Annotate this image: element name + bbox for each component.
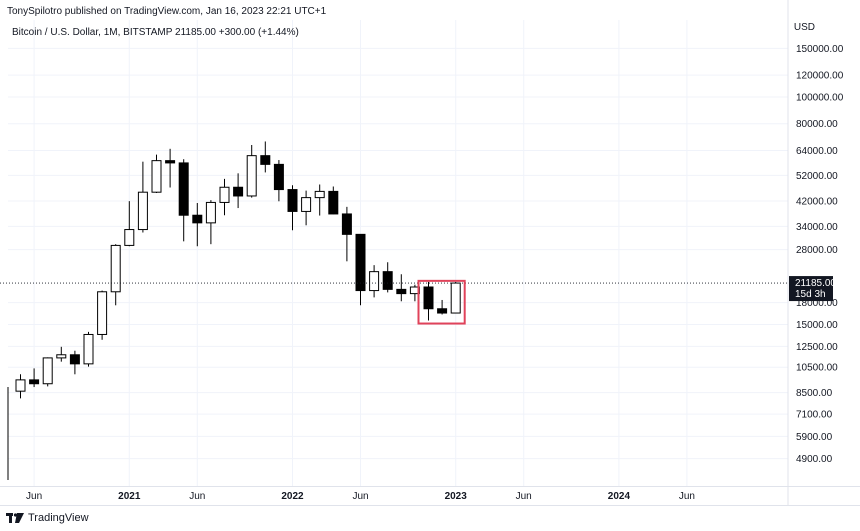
y-tick-label: 34000.00 xyxy=(796,222,838,233)
y-tick-label: 4900.00 xyxy=(796,454,833,465)
x-tick-label: Jun xyxy=(679,491,695,502)
candle-body xyxy=(260,155,271,165)
y-tick-label: 150000.00 xyxy=(796,44,844,55)
candle-body xyxy=(341,213,352,235)
candle-body xyxy=(437,308,448,314)
candle-body xyxy=(233,186,244,197)
candle-body xyxy=(29,379,40,385)
y-tick-label: 18000.00 xyxy=(796,298,838,309)
candle-body xyxy=(15,379,26,392)
y-tick-label: 64000.00 xyxy=(796,146,838,157)
candle-body xyxy=(97,291,108,335)
candle-body xyxy=(192,214,203,224)
y-tick-label: 52000.00 xyxy=(796,171,838,182)
y-tick-label: 120000.00 xyxy=(796,71,844,82)
chart-axes: 150000.00 120000.00 100000.00 80000.00 64000… xyxy=(0,0,860,506)
candle-body xyxy=(450,282,461,314)
candle-body xyxy=(423,286,434,310)
y-tick-label: 12500.00 xyxy=(796,342,838,353)
x-tick-label: Jun xyxy=(189,491,205,502)
candle-body xyxy=(69,354,80,365)
x-tick-label: Jun xyxy=(352,491,368,502)
current-price-countdown: 15d 3h xyxy=(795,289,826,300)
candle-body xyxy=(151,160,162,193)
publisher-line: TonySpilotro published on TradingView.co… xyxy=(7,6,327,17)
y-tick-label: 28000.00 xyxy=(796,245,838,256)
y-tick-label: 8500.00 xyxy=(796,388,833,399)
y-tick-label: 42000.00 xyxy=(796,196,838,207)
highlight-box xyxy=(417,279,466,325)
footer: TradingView xyxy=(6,512,89,524)
candle-body xyxy=(382,271,393,290)
x-tick-label: Jun xyxy=(26,491,42,502)
y-tick-label: 100000.00 xyxy=(796,92,844,103)
candle-body xyxy=(165,160,176,164)
y-tick-label: 7100.00 xyxy=(796,410,833,421)
x-tick-label: 2021 xyxy=(118,491,141,502)
symbol-legend: Bitcoin / U.S. Dollar, 1M, BITSTAMP 2118… xyxy=(12,27,299,38)
candle-body xyxy=(287,189,298,212)
candle-body xyxy=(369,271,380,292)
current-price-tag xyxy=(789,276,833,302)
tradingview-logo-icon xyxy=(6,513,24,523)
candle-body xyxy=(355,233,366,292)
candle-body xyxy=(56,354,67,359)
y-tick-label: 10500.00 xyxy=(796,363,838,374)
y-tick-label: 5900.00 xyxy=(796,432,833,443)
candle-body xyxy=(328,190,339,215)
currency-label: USD xyxy=(793,22,815,33)
chart-grid xyxy=(8,20,788,486)
candle-body xyxy=(83,333,94,365)
x-tick-label: 2024 xyxy=(608,491,631,502)
x-tick-label: 2022 xyxy=(281,491,304,502)
candle-body xyxy=(205,201,216,224)
candle-body xyxy=(396,288,407,295)
footer-brand: TradingView xyxy=(28,512,89,524)
candle-body xyxy=(301,197,312,212)
candle-body xyxy=(314,190,325,199)
candle-body xyxy=(42,357,53,385)
candle-body xyxy=(124,229,135,246)
candle-body xyxy=(178,162,189,216)
x-tick-label: 2023 xyxy=(445,491,468,502)
candle-body xyxy=(246,155,257,197)
candle-body xyxy=(273,163,284,191)
x-tick-label: Jun xyxy=(516,491,532,502)
current-price-value: 21185.00 xyxy=(795,278,836,289)
candle-body xyxy=(110,244,121,293)
y-tick-label: 15000.00 xyxy=(796,320,838,331)
candle-body xyxy=(219,186,230,203)
candle-body xyxy=(137,191,148,231)
candles xyxy=(7,141,461,481)
y-tick-label: 80000.00 xyxy=(796,119,838,130)
